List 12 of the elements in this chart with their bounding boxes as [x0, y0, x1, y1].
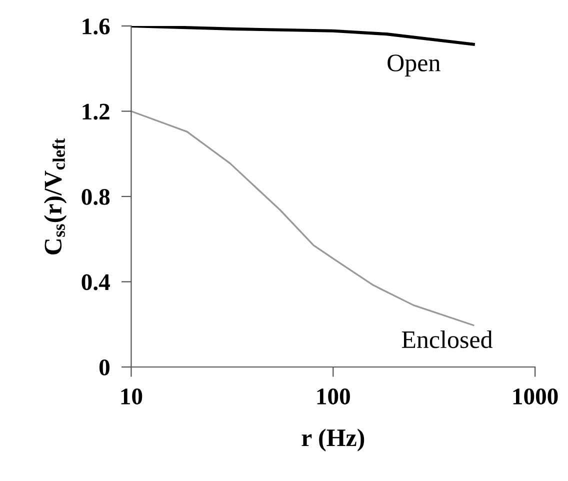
x-axis-title: r (Hz) — [302, 428, 364, 452]
series-label: Enclosed — [402, 330, 493, 348]
y-tick-label: 1.2 — [82, 104, 110, 120]
x-tick-label: 1000 — [513, 388, 558, 404]
series-label: Open — [388, 54, 440, 76]
x-tick-label: 100 — [317, 388, 350, 404]
y-axis-title: C$_{ss}$(r)/V$_{cleft}$ — [44, 138, 67, 254]
y-tick-label: 1.6 — [82, 18, 110, 34]
x-tick-label: 10 — [121, 388, 142, 404]
y-tick-label: 0.8 — [82, 188, 110, 206]
y-tick-label: 0.4 — [82, 274, 110, 290]
y-tick-label: 0 — [99, 359, 110, 376]
